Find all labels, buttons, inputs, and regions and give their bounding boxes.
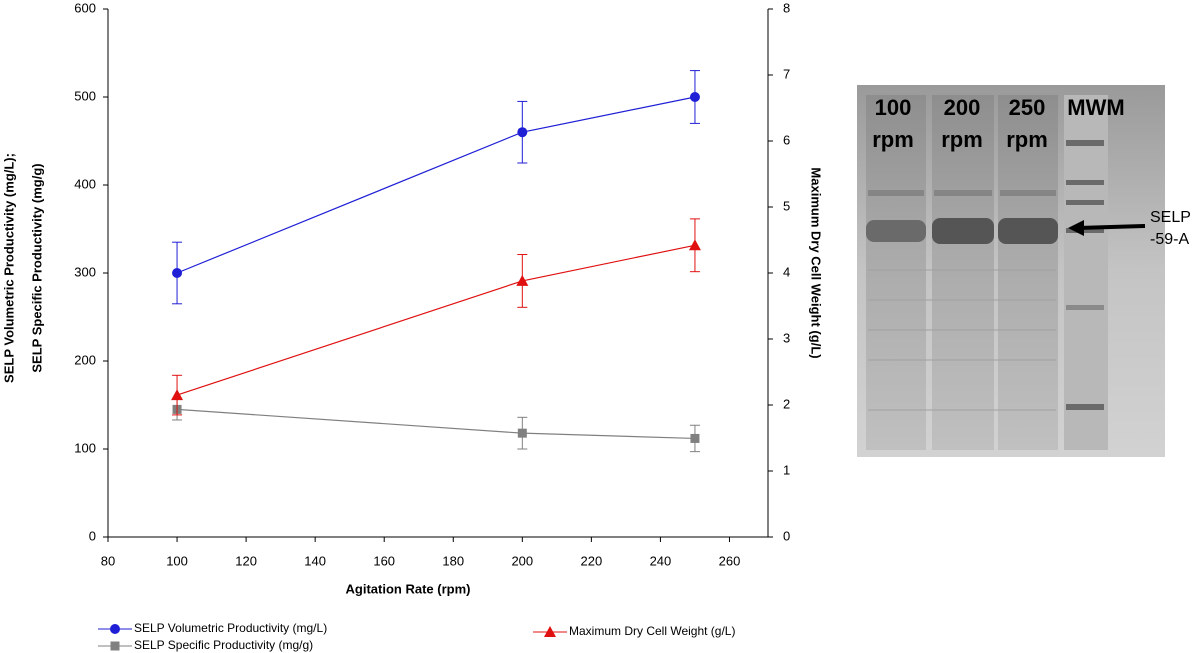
y-tick-label: 400 [74,176,96,191]
y2-tick-label: 3 [783,330,790,345]
x-tick-label: 140 [304,553,326,568]
point [689,92,700,102]
y-tick-label: 500 [74,88,96,103]
series-line [176,96,696,274]
point [517,127,528,138]
y-tick-label: 0 [89,528,96,543]
gel-lane-label: rpm [941,127,983,152]
gel-lane-label: 250 [1009,95,1046,120]
x-tick-label: 180 [442,553,464,568]
y-axis-label: SELP Specific Productivity (mg/g) [29,163,44,372]
y-tick-label: 100 [74,440,96,455]
point [690,433,700,443]
x-tick-label: 220 [581,553,603,568]
gel-annotation: -59-A [1150,231,1189,248]
x-tick-label: 120 [235,553,257,568]
x-tick-label: 240 [650,553,672,568]
x-tick-label: 80 [101,553,115,568]
y2-tick-label: 5 [783,198,790,213]
y2-tick-label: 7 [783,66,790,81]
gel-lane-label: rpm [872,127,914,152]
x-tick-label: 200 [511,553,533,568]
gel-image [857,85,1165,457]
point [171,389,184,401]
y2-axis-label: Maximum Dry Cell Weight (g/L) [809,167,824,358]
legend-label: Maximum Dry Cell Weight (g/L) [569,624,735,638]
y-tick-label: 600 [74,0,96,15]
gel-lane-label: MWM [1067,95,1124,120]
y-axis-label: SELP Volumetric Productivity (mg/L); [1,153,16,383]
y2-tick-label: 2 [783,396,790,411]
y2-tick-label: 4 [783,264,790,279]
point [172,268,183,278]
x-tick-label: 100 [166,553,188,568]
legend-label: SELP Specific Productivity (mg/g) [134,638,313,652]
y2-tick-label: 8 [783,0,790,15]
series-line [177,408,695,440]
x-tick-label: 260 [719,553,741,568]
y-tick-label: 300 [74,264,96,279]
gel-lane-label: rpm [1006,127,1048,152]
point [516,274,529,286]
gel-lane-label: 200 [944,95,981,120]
y2-tick-label: 1 [783,462,790,477]
y2-tick-label: 0 [783,528,790,543]
legend-marker [110,641,120,651]
legend-marker [544,626,556,637]
point [517,428,527,438]
x-tick-label: 160 [373,553,395,568]
gel-lane-label: 100 [875,95,912,120]
legend-label: SELP Volumetric Productivity (mg/L) [134,621,327,635]
x-axis-label: Agitation Rate (rpm) [346,581,471,596]
y2-tick-label: 6 [783,132,790,147]
gel-annotation: SELP [1150,209,1191,226]
series-line [176,244,696,396]
y-tick-label: 200 [74,352,96,367]
legend-marker [110,624,120,634]
point [688,239,701,251]
